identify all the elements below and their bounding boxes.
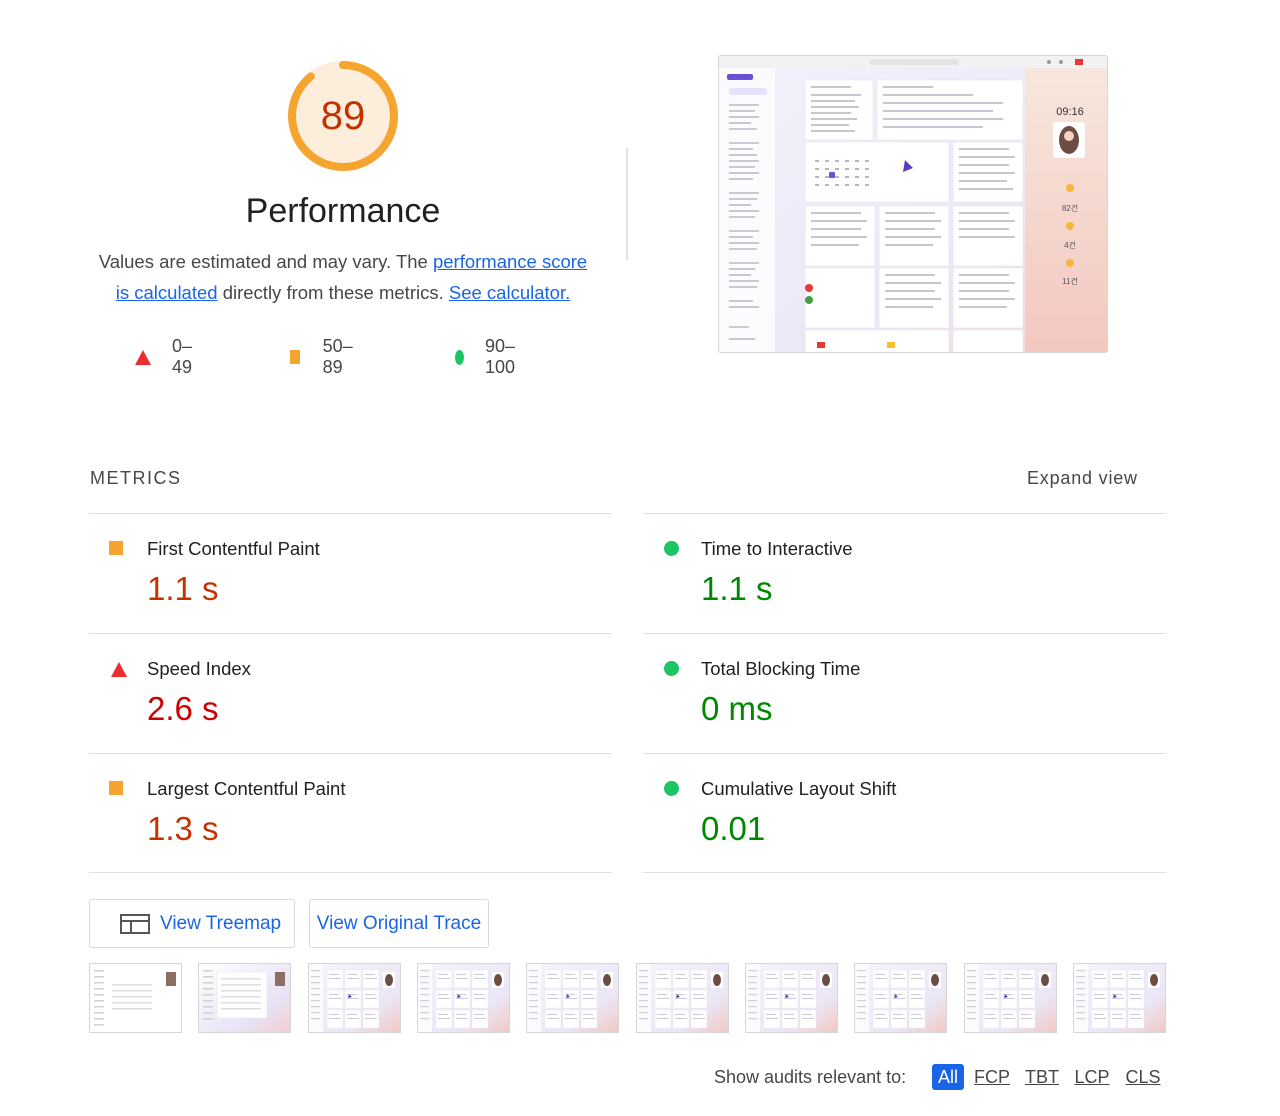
filmstrip-frame-image [309,964,400,1032]
performance-score-gauge: 89 [286,59,400,173]
legend-pass: 90–100 [455,336,521,378]
filmstrip-frame-image [1074,964,1165,1032]
filmstrip-frame [964,963,1057,1033]
see-calculator-link[interactable]: See calculator. [448,282,571,303]
category-title: Performance [245,192,441,230]
metric-label: Total Blocking Time [701,658,861,679]
desc-middle: directly from these metrics. [217,282,449,303]
circle-icon [664,661,679,676]
final-screenshot[interactable]: 09:16 82건 4건 11건 [718,55,1108,353]
desc-prefix: Values are estimated and may vary. The [98,251,433,272]
metric-speed-index: Speed Index 2.6 s [89,633,612,753]
view-trace-label: View Original Trace [316,912,482,934]
filmstrip-frame [636,963,729,1033]
metric-label: Speed Index [147,658,251,679]
view-treemap-label: View Treemap [160,912,282,934]
metric-cumulative-layout-shift: Cumulative Layout Shift 0.01 [643,753,1166,873]
legend-average: 50–89 [290,336,357,378]
filmstrip-frame [198,963,291,1033]
view-treemap-button[interactable]: View Treemap [89,899,295,948]
filter-chip-cls[interactable]: CLS [1125,1066,1161,1087]
legend-label: 0–49 [172,336,193,377]
filmstrip [89,963,1166,1033]
vertical-divider [626,148,628,260]
score-description: Values are estimated and may vary. The p… [86,246,600,308]
metrics-divider [643,872,1166,873]
filmstrip-frame-image [965,964,1056,1032]
metric-largest-contentful-paint: Largest Contentful Paint 1.3 s [89,753,612,873]
metric-label: Cumulative Layout Shift [701,778,897,799]
screenshot-stat-1: 82건 [1062,203,1078,213]
square-icon [109,781,123,795]
metric-value: 1.3 s [147,810,219,847]
metric-first-contentful-paint: First Contentful Paint 1.1 s [89,513,612,633]
metric-value: 1.1 s [701,570,773,607]
filmstrip-frame [89,963,182,1033]
metric-value: 1.1 s [147,570,219,607]
filmstrip-frame [417,963,510,1033]
screenshot-time: 09:16 [1056,106,1084,118]
filmstrip-frame [308,963,401,1033]
gauge-fill [292,65,394,167]
filmstrip-frame-image [527,964,618,1032]
filmstrip-frame-image [637,964,728,1032]
is-calculated-link[interactable]: is calculated [115,282,218,303]
treemap-icon [120,913,150,934]
metric-label: Largest Contentful Paint [147,778,346,799]
filmstrip-frame-image [418,964,509,1032]
filmstrip-frame [1073,963,1166,1033]
score-value: 89 [320,93,366,138]
filter-label: Show audits relevant to: [714,1067,907,1087]
filmstrip-frame [526,963,619,1033]
square-icon [109,541,123,555]
square-icon [290,350,300,364]
gauge-arc [288,61,398,171]
screenshot-stat-2: 4건 [1064,240,1076,250]
metric-value: 0.01 [701,810,766,847]
metric-label: Time to Interactive [701,538,853,559]
legend-label: 90–100 [485,336,516,377]
circle-icon [455,349,464,365]
circle-icon [664,781,679,796]
filmstrip-frame-image [746,964,837,1032]
metric-label: First Contentful Paint [147,538,320,559]
filter-chip-all[interactable]: All [932,1064,964,1090]
filter-chip-lcp[interactable]: LCP [1074,1066,1110,1087]
legend-fail: 0–49 [135,336,192,378]
filmstrip-frame [854,963,947,1033]
score-gauge-ring [288,61,398,171]
performance-score-link[interactable]: performance score [432,251,588,272]
filmstrip-frame-image [199,964,290,1032]
metric-value: 0 ms [701,690,773,727]
filter-chip-fcp[interactable]: FCP [974,1066,1010,1087]
view-original-trace-button[interactable]: View Original Trace [309,899,489,948]
filmstrip-frame-image [855,964,946,1032]
screenshot-stat-3: 11건 [1062,276,1078,286]
filmstrip-frame [745,963,838,1033]
final-screenshot-illustration: 09:16 82건 4건 11건 [719,56,1107,352]
filmstrip-frame-image [90,964,181,1032]
filter-chip-tbt[interactable]: TBT [1025,1066,1059,1087]
metric-time-to-interactive: Time to Interactive 1.1 s [643,513,1166,633]
metric-total-blocking-time: Total Blocking Time 0 ms [643,633,1166,753]
triangle-icon [135,349,151,365]
circle-icon [664,541,679,556]
expand-view-toggle[interactable]: Expand view [1027,468,1138,488]
triangle-icon [111,662,127,677]
metric-value: 2.6 s [147,690,219,727]
metrics-divider [89,872,612,873]
legend-label: 50–89 [322,336,353,377]
metrics-header: METRICS [90,468,182,488]
